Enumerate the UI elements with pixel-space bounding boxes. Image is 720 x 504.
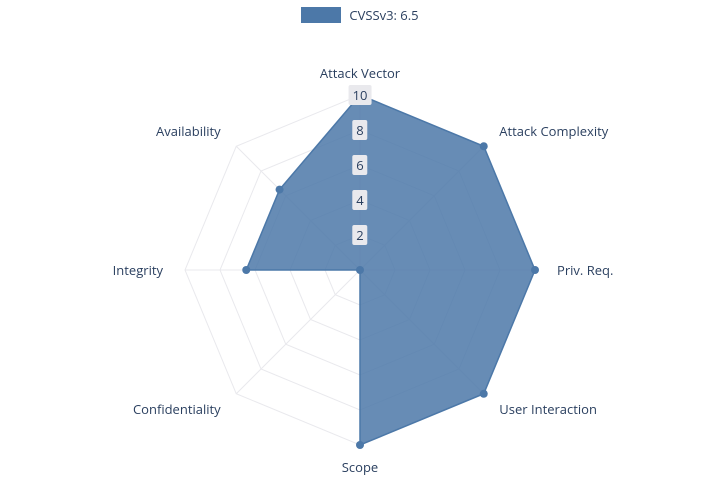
series-marker [242,266,250,274]
series-marker [356,266,364,274]
radial-tick-label: 8 [352,120,367,140]
series-marker [480,390,488,398]
radar-chart-container: CVSSv3: 6.5 Attack Vector Attack Complexi… [0,0,720,504]
axis-label: User Interaction [499,400,597,418]
series-marker [276,186,284,194]
axis-label: Integrity [113,261,163,279]
radial-tick-label: 6 [352,155,367,175]
axis-label: Attack Vector [320,64,400,82]
radial-tick-label: 2 [352,225,367,245]
series-polygon [246,95,535,445]
axis-label: Scope [342,458,378,476]
legend-swatch [301,7,341,23]
series-marker [531,266,539,274]
axis-label: Attack Complexity [499,122,608,140]
axis-label: Availability [156,122,221,140]
legend-label: CVSSv3: 6.5 [349,6,418,24]
axis-label: Confidentiality [133,400,221,418]
radial-tick-label: 4 [352,190,367,210]
legend: CVSSv3: 6.5 [0,6,720,24]
radial-tick-label: 10 [349,85,372,105]
series-marker [480,142,488,150]
series-marker [356,441,364,449]
axis-label: Priv. Req. [557,261,613,279]
